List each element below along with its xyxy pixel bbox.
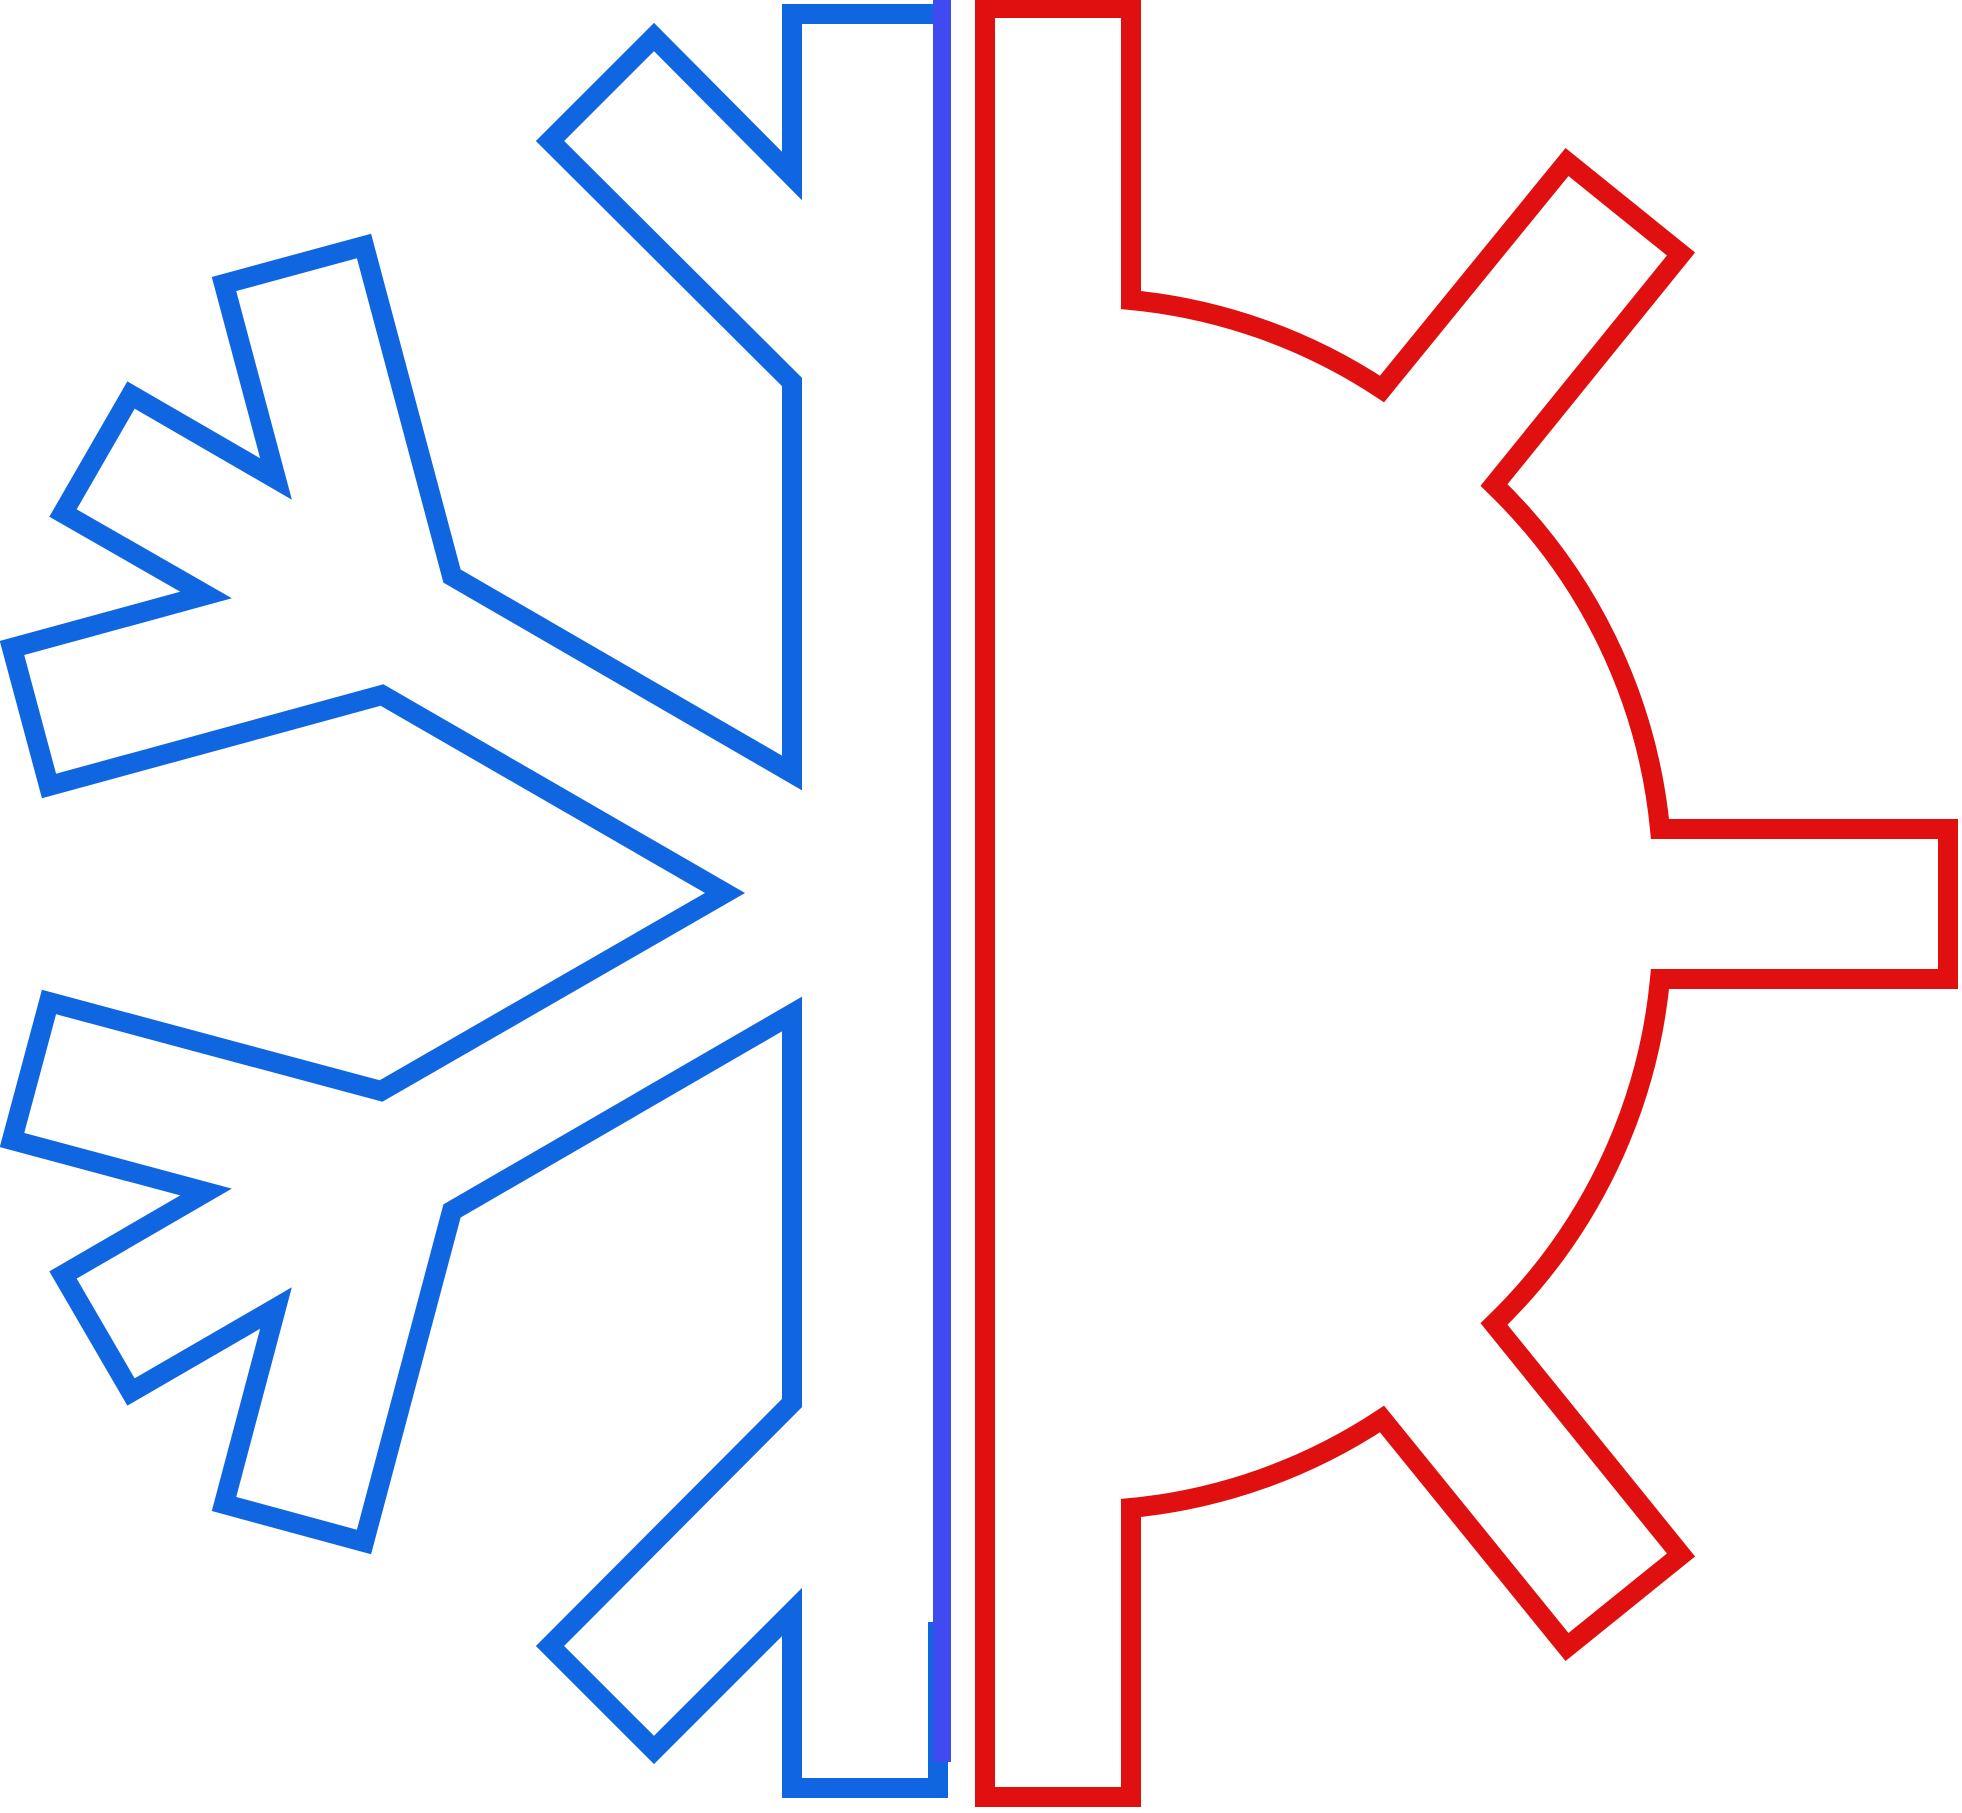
gear-icon: [975, 0, 1958, 1807]
snowflake-icon: [0, 4, 948, 1798]
